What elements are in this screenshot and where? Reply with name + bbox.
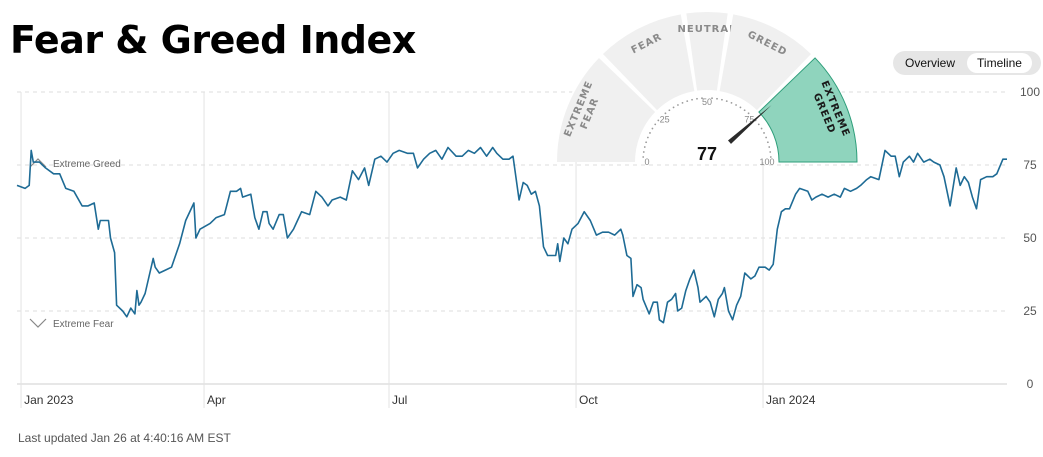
x-tick-label: Jan 2023 (24, 393, 74, 407)
gauge-tick-dot (747, 112, 750, 115)
annotation-layer: Extreme Greed Extreme Fear (29, 158, 121, 330)
chevron-down-icon (29, 318, 47, 328)
gauge-zone-greed (719, 14, 812, 111)
chevron-up-icon (29, 158, 47, 168)
gauge-tick-dot (686, 100, 689, 103)
gauge-tick-dot (646, 136, 649, 139)
gauge-zone-neutral (686, 11, 728, 91)
gauge-tick-dot (730, 101, 733, 104)
gauge-zone-extreme-greed (758, 57, 858, 163)
gauge-tick-label: 25 (660, 115, 670, 125)
view-toggle: Overview Timeline (893, 51, 1041, 75)
gauge-tick-dot (765, 136, 768, 139)
gauge-tick-label: 0 (644, 157, 649, 167)
gauge-tick-dot (642, 156, 645, 158)
gauge-tick-dot (721, 98, 723, 101)
gauge-tick-dot (696, 97, 698, 100)
y-tick-label: 25 (1023, 304, 1037, 318)
gauge-tick-dot (643, 146, 646, 148)
gauge-tick-dot (725, 100, 728, 103)
y-tick-label: 0 (1027, 377, 1034, 391)
annotation-extreme-fear: Extreme Fear (53, 319, 114, 330)
gauge-tick-dot (739, 106, 742, 109)
x-tick-label: Jan 2024 (766, 393, 816, 407)
gauge-tick-dot (768, 146, 771, 148)
gauge-zone-label: NEUTRAL (678, 24, 737, 35)
gauge-tick-label: 100 (759, 157, 774, 167)
gauge-tick-dot (672, 106, 675, 109)
page-title: Fear & Greed Index (10, 18, 416, 62)
overview-tab[interactable]: Overview (905, 56, 956, 70)
gauge-tick-dot (716, 97, 718, 100)
gauge-tick-dot (766, 141, 769, 144)
gauge-tick-dot (769, 151, 772, 153)
gauge-tick-dot (681, 101, 684, 104)
series-line-fear-greed (16, 146, 1007, 324)
y-tick-label: 75 (1023, 158, 1037, 172)
gauge-tick-label: 50 (702, 97, 712, 107)
annotation-extreme-greed: Extreme Greed (53, 159, 121, 170)
gauge-tick-dot (760, 127, 763, 130)
axis-layer: 0 25 50 75 100 Jan 2023 Apr Jul Oct Jan 2024 (24, 85, 1040, 407)
gauge-tick-dot (664, 112, 667, 115)
y-tick-label: 100 (1020, 85, 1040, 99)
gauge-tick-dot (757, 123, 760, 126)
gauge-tick-dot (642, 151, 645, 153)
gauge-tick-dot (769, 156, 772, 158)
timeline-tab[interactable]: Timeline (967, 53, 1032, 73)
gauge-tick-dot (649, 132, 651, 134)
gauge-tick-dot (654, 123, 657, 126)
gauge-tick-dot (677, 104, 679, 106)
gauge-tick-dot (645, 141, 648, 144)
grid-layer (17, 91, 1007, 408)
last-updated-text: Last updated Jan 26 at 4:40:16 AM EST (18, 431, 231, 445)
gauge-tick-dot (735, 104, 737, 106)
x-tick-label: Jul (392, 393, 407, 407)
gauge-value: 77 (697, 144, 717, 164)
x-tick-label: Oct (579, 393, 598, 407)
y-tick-label: 50 (1023, 231, 1037, 245)
gauge-zone-fear (602, 14, 695, 111)
gauge-tick-dot (657, 119, 660, 122)
gauge-zone-extreme-fear (557, 57, 656, 162)
gauge-tick-label: 75 (744, 115, 754, 125)
gauge-tick-dot (651, 127, 654, 130)
gauge-tick-dot (701, 97, 703, 100)
gauge-hub (677, 132, 737, 162)
gauge-tick-dot (763, 132, 765, 134)
x-tick-label: Apr (207, 393, 226, 407)
gauge-tick-dot (668, 109, 671, 112)
gauge-tick-dot (691, 98, 693, 101)
gauge-tick-dot (711, 97, 713, 100)
gauge-tick-dot (743, 109, 746, 112)
